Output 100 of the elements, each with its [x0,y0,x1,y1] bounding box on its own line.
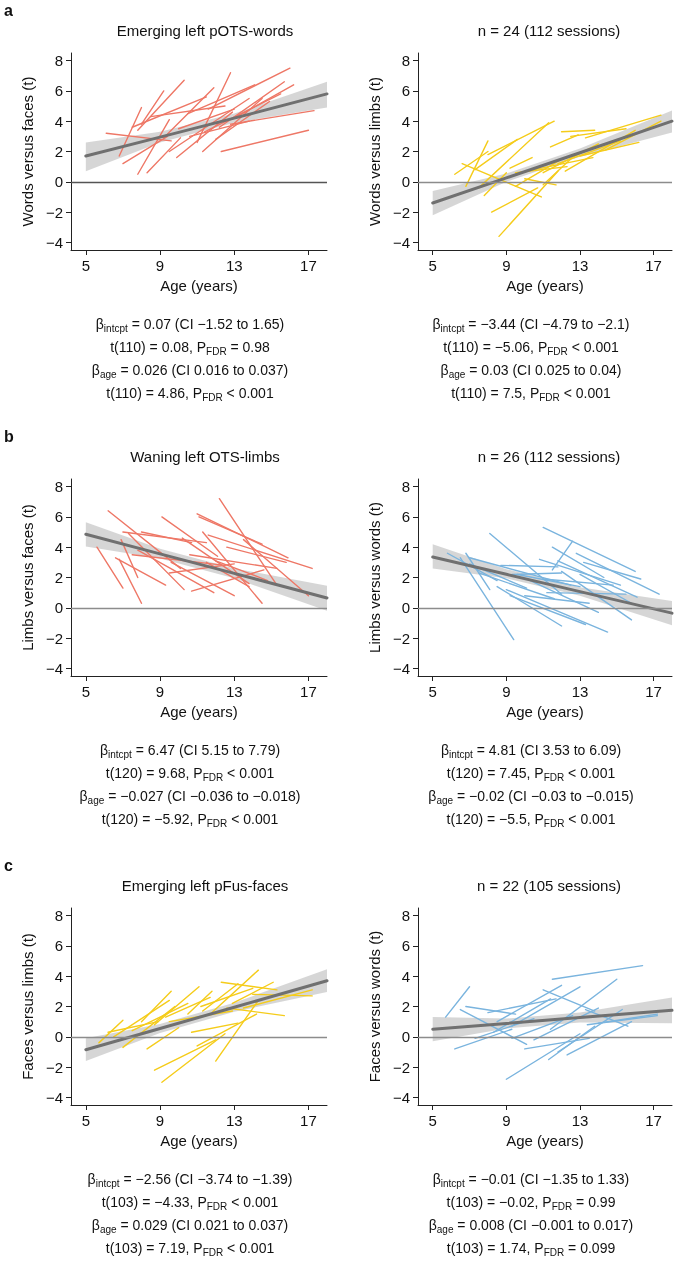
chart-title: Emerging left pFus-faces [121,877,289,894]
x-tick-label: 13 [571,1112,589,1129]
y-tick-label: 6 [54,508,63,526]
y-tick-label: 2 [401,998,410,1015]
x-axis-title: Age (years) [160,703,238,720]
y-tick-label: 8 [54,478,63,496]
text: β$_{intcpt}$ = 4.81 (CI 3.53 to 6.09) [439,741,623,762]
y-tick-label: −2 [392,1058,410,1076]
x-tick-label: 17 [300,257,317,274]
y-tick-label: 8 [401,907,410,925]
x-axis-title: Age (years) [160,1132,238,1149]
y-tick-label: 4 [401,112,410,130]
y-tick-label: 2 [401,143,410,160]
y-tick-label: 2 [401,569,410,586]
text: t(103) = 1.74, P$_{FDR}$ = 0.099 [445,1239,617,1260]
y-axis-title: Words versus faces (t) [19,76,36,227]
x-tick-label: 9 [155,1112,165,1129]
text: t(120) = 7.45, P$_{FDR}$ < 0.001 [445,764,617,785]
x-tick-label: 17 [645,683,662,700]
y-axis-title: Faces versus words (t) [366,930,383,1083]
y-tick-label: 8 [54,52,63,70]
x-tick-label: 5 [81,683,91,700]
y-tick-label: −2 [392,203,410,221]
x-tick-label: 13 [571,683,589,700]
x-tick-label: 17 [645,1112,662,1129]
x-axis-title: Age (years) [506,277,584,294]
text: β$_{age}$ = 0.03 (CI 0.025 to 0.04) [439,361,623,382]
text: b [4,428,14,446]
y-tick-label: −2 [45,1058,63,1076]
chart-title: Emerging left pOTS-words [116,22,294,39]
x-axis-title: Age (years) [506,703,584,720]
x-tick-label: 5 [428,683,437,700]
y-tick-label: 0 [54,599,63,617]
x-tick-label: 9 [155,257,165,274]
chart-title: n = 26 (112 sessions) [477,448,621,465]
y-tick-label: 8 [54,907,63,925]
text: β$_{age}$ = 0.008 (CI −0.001 to 0.017) [427,1216,635,1237]
y-tick-label: −4 [45,1088,63,1106]
text: t(110) = 0.08, P$_{FDR}$ = 0.98 [109,338,271,359]
y-tick-label: 6 [401,508,410,526]
x-tick-label: 17 [300,1112,317,1129]
y-axis-title: Faces versus limbs (t) [19,933,36,1080]
text: t(120) = −5.92, P$_{FDR}$ < 0.001 [100,810,280,831]
y-tick-label: 2 [54,143,63,160]
y-axis-title: Words versus limbs (t) [366,77,383,226]
text: t(120) = 9.68, P$_{FDR}$ < 0.001 [104,764,276,785]
x-axis-title: Age (years) [506,1132,584,1149]
text: c [4,857,13,875]
y-tick-label: 2 [54,998,63,1015]
text: β$_{intcpt}$ = 0.07 (CI −1.52 to 1.65) [94,315,286,336]
text: β$_{intcpt}$ = −0.01 (CI −1.35 to 1.33) [431,1170,631,1191]
y-tick-label: 6 [54,937,63,955]
text: t(103) = 7.19, P$_{FDR}$ < 0.001 [104,1239,276,1260]
y-axis-title: Limbs versus words (t) [366,502,383,653]
chart-title: n = 22 (105 sessions) [477,877,621,894]
y-tick-label: −4 [392,659,410,677]
y-tick-label: 4 [54,967,63,985]
y-tick-label: 0 [401,173,410,191]
y-tick-label: 2 [54,569,63,586]
text: β$_{age}$ = −0.02 (CI −0.03 to −0.015) [427,787,635,808]
x-tick-label: 17 [300,683,317,700]
y-tick-label: 8 [401,478,410,496]
y-tick-label: −4 [392,1088,410,1106]
x-tick-label: 13 [571,257,589,274]
x-tick-label: 5 [428,1112,437,1129]
text: β$_{age}$ = −0.027 (CI −0.036 to −0.018) [78,787,302,808]
x-tick-label: 9 [502,257,511,274]
text: β$_{age}$ = 0.026 (CI 0.016 to 0.037) [90,361,290,382]
x-tick-label: 13 [225,1112,243,1129]
x-tick-label: 9 [155,683,165,700]
x-tick-label: 5 [81,257,91,274]
y-tick-label: −2 [45,203,63,221]
y-tick-label: −4 [45,233,63,251]
chart-title: Waning left OTS-limbs [130,448,280,465]
text: t(110) = −5.06, P$_{FDR}$ < 0.001 [442,338,620,359]
text: t(110) = 4.86, P$_{FDR}$ < 0.001 [105,384,275,405]
text: t(103) = −0.02, P$_{FDR}$ = 0.99 [445,1193,617,1214]
chart-title: n = 24 (112 sessions) [477,22,621,39]
x-axis-title: Age (years) [160,277,238,294]
x-tick-label: 9 [502,683,511,700]
x-tick-label: 5 [428,257,437,274]
y-tick-label: 0 [401,1028,410,1046]
y-tick-label: 0 [54,1028,63,1046]
text: t(103) = −4.33, P$_{FDR}$ < 0.001 [100,1193,280,1214]
text: β$_{intcpt}$ = 6.47 (CI 5.15 to 7.79) [98,741,282,762]
text: β$_{intcpt}$ = −3.44 (CI −4.79 to −2.1) [431,315,631,336]
text: β$_{age}$ = 0.029 (CI 0.021 to 0.037) [90,1216,290,1237]
y-tick-label: 4 [401,538,410,556]
x-tick-label: 13 [225,257,243,274]
text: t(110) = 7.5, P$_{FDR}$ < 0.001 [450,384,612,405]
x-tick-label: 17 [645,257,662,274]
y-tick-label: −4 [45,659,63,677]
y-tick-label: 0 [401,599,410,617]
y-tick-label: 4 [54,112,63,130]
y-tick-label: 4 [54,538,63,556]
y-tick-label: −4 [392,233,410,251]
text: a [4,2,13,20]
y-tick-label: 6 [401,937,410,955]
x-tick-label: 9 [502,1112,511,1129]
y-tick-label: −2 [45,629,63,647]
